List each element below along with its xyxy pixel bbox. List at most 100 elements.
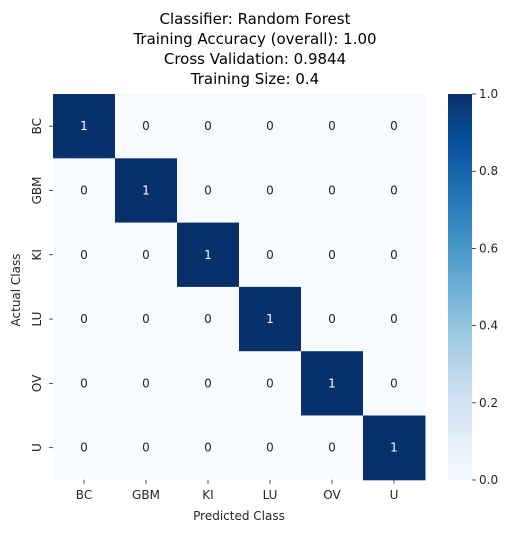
cell-value-label: 0 bbox=[142, 248, 150, 262]
title-line-2: Training Accuracy (overall): 1.00 bbox=[132, 30, 376, 48]
cell-value-label: 0 bbox=[390, 119, 398, 133]
heatmap-cell bbox=[53, 158, 116, 224]
y-tick-label: BC bbox=[30, 118, 44, 134]
heatmap-cell bbox=[115, 415, 178, 481]
heatmap-cell bbox=[53, 94, 116, 159]
cell-value-label: 0 bbox=[328, 119, 336, 133]
heatmap-cell bbox=[239, 222, 302, 288]
cell-value-label: 0 bbox=[328, 248, 336, 262]
y-tick-label: OV bbox=[30, 374, 44, 392]
heatmap-cell bbox=[239, 158, 302, 224]
title-line-1: Classifier: Random Forest bbox=[160, 10, 351, 28]
title-line-4: Training Size: 0.4 bbox=[190, 70, 319, 88]
cell-value-label: 0 bbox=[204, 183, 212, 197]
x-axis-label: Predicted Class bbox=[193, 509, 285, 523]
y-tick-label: LU bbox=[30, 312, 44, 327]
heatmap-cell bbox=[177, 286, 240, 352]
cell-value-label: 0 bbox=[204, 376, 212, 390]
cell-value-label: 0 bbox=[328, 441, 336, 455]
cell-value-label: 1 bbox=[142, 183, 150, 197]
colorbar-tick-label: 0.0 bbox=[479, 473, 498, 487]
heatmap-cell bbox=[177, 158, 240, 224]
cell-value-label: 0 bbox=[390, 248, 398, 262]
heatmap-cells bbox=[53, 94, 426, 481]
cell-value-label: 0 bbox=[266, 183, 274, 197]
cell-value-label: 0 bbox=[142, 441, 150, 455]
heatmap-cell bbox=[177, 94, 240, 159]
heatmap-cell bbox=[115, 222, 178, 288]
x-tick-label: U bbox=[390, 488, 399, 502]
cell-value-label: 1 bbox=[390, 441, 398, 455]
heatmap-cell bbox=[239, 94, 302, 159]
heatmap-cell bbox=[115, 351, 178, 416]
heatmap-cell bbox=[363, 94, 426, 159]
cell-value-label: 0 bbox=[390, 376, 398, 390]
heatmap-cell bbox=[301, 286, 364, 352]
colorbar-tick-label: 1.0 bbox=[479, 87, 498, 101]
y-axis-label: Actual Class bbox=[9, 254, 23, 327]
x-axis-ticks: BC GBM KI LU OV U bbox=[76, 479, 399, 502]
heatmap-cell bbox=[177, 351, 240, 416]
heatmap-cell bbox=[301, 222, 364, 288]
x-tick-label: KI bbox=[202, 488, 213, 502]
cell-value-label: 1 bbox=[328, 376, 336, 390]
heatmap-cell bbox=[301, 415, 364, 481]
x-tick-label: GBM bbox=[132, 488, 160, 502]
heatmap-cell bbox=[177, 222, 240, 288]
cell-value-label: 0 bbox=[328, 312, 336, 326]
x-tick-label: OV bbox=[323, 488, 341, 502]
colorbar-gradient bbox=[448, 94, 472, 480]
cell-value-label: 0 bbox=[142, 312, 150, 326]
y-tick-label: GBM bbox=[30, 177, 44, 205]
cell-value-label: 1 bbox=[266, 312, 274, 326]
cell-value-label: 0 bbox=[266, 376, 274, 390]
heatmap-cell bbox=[239, 415, 302, 481]
heatmap-cell bbox=[53, 415, 116, 481]
y-tick-label: KI bbox=[30, 249, 44, 260]
y-axis-ticks: BC GBM KI LU OV U bbox=[30, 118, 53, 452]
cell-value-label: 0 bbox=[204, 312, 212, 326]
cell-value-label: 0 bbox=[204, 119, 212, 133]
cell-value-label: 0 bbox=[390, 183, 398, 197]
cell-value-label: 0 bbox=[80, 441, 88, 455]
heatmap-cell bbox=[301, 94, 364, 159]
colorbar-tick-label: 0.8 bbox=[479, 164, 498, 178]
heatmap-cell bbox=[53, 222, 116, 288]
y-tick-label: U bbox=[30, 443, 44, 452]
cell-value-label: 0 bbox=[80, 248, 88, 262]
colorbar-tick-label: 0.2 bbox=[479, 396, 498, 410]
heatmap-cell bbox=[115, 158, 178, 224]
x-tick-label: BC bbox=[76, 488, 92, 502]
heatmap-cell bbox=[239, 351, 302, 416]
cell-value-label: 0 bbox=[80, 183, 88, 197]
cell-value-label: 0 bbox=[142, 119, 150, 133]
heatmap-cell bbox=[363, 286, 426, 352]
colorbar: 0.0 0.2 0.4 0.6 0.8 1.0 bbox=[448, 87, 498, 487]
colorbar-tick-label: 0.4 bbox=[479, 319, 498, 333]
heatmap-cell bbox=[53, 351, 116, 416]
colorbar-tick-label: 0.6 bbox=[479, 241, 498, 255]
cell-value-label: 0 bbox=[142, 376, 150, 390]
heatmap-cell bbox=[363, 222, 426, 288]
cell-value-label: 0 bbox=[266, 441, 274, 455]
chart-title: Classifier: Random Forest Training Accur… bbox=[132, 10, 376, 88]
title-line-3: Cross Validation: 0.9844 bbox=[164, 50, 346, 68]
colorbar-ticks: 0.0 0.2 0.4 0.6 0.8 1.0 bbox=[472, 87, 498, 487]
heatmap-cell bbox=[301, 158, 364, 224]
heatmap-cell bbox=[177, 415, 240, 481]
heatmap-cell bbox=[363, 351, 426, 416]
cell-value-label: 0 bbox=[204, 441, 212, 455]
cell-value-label: 0 bbox=[328, 183, 336, 197]
x-tick-label: LU bbox=[263, 488, 278, 502]
heatmap-cell bbox=[363, 158, 426, 224]
heatmap-cell bbox=[239, 286, 302, 352]
cell-value-label: 0 bbox=[390, 312, 398, 326]
heatmap-cell bbox=[53, 286, 116, 352]
heatmap-cell bbox=[115, 94, 178, 159]
cell-value-label: 0 bbox=[80, 376, 88, 390]
heatmap-cell bbox=[115, 286, 178, 352]
cell-value-label: 1 bbox=[204, 248, 212, 262]
cell-value-label: 0 bbox=[266, 248, 274, 262]
cell-value-label: 0 bbox=[80, 312, 88, 326]
